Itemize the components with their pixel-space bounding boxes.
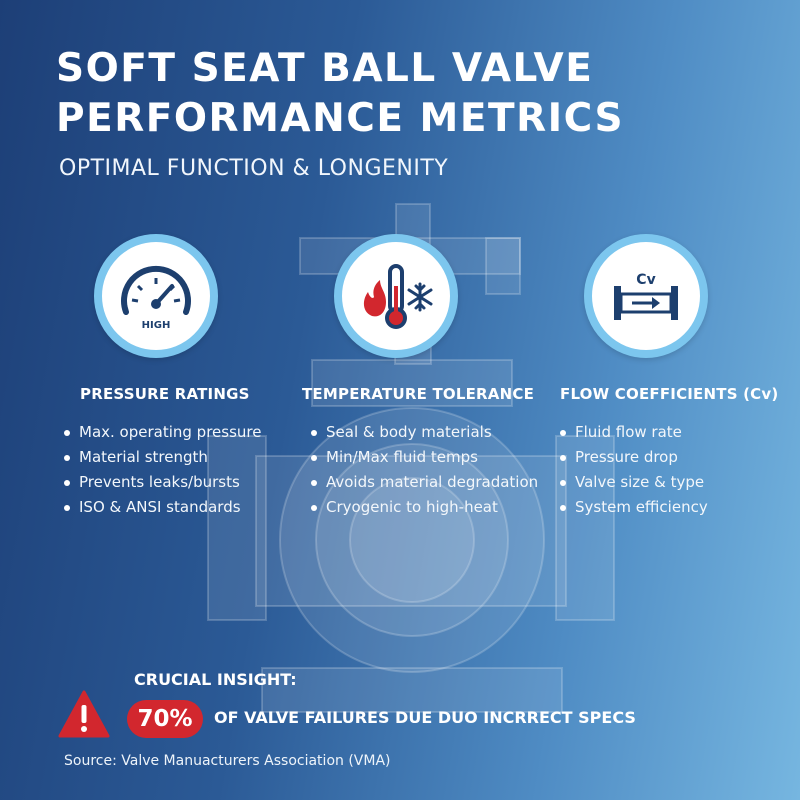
cv-label: Cv [636,272,655,288]
temperature-tolerance-heading: TEMPERATURE TOLERANCE [302,385,535,403]
flow-coefficient-pipe-icon: Cv [614,272,678,320]
crucial-insight-label: CRUCIAL INSIGHT: [134,670,297,689]
flow-icon-circle: Cv [584,234,708,358]
list-item: System efficiency [560,495,708,520]
gauge-label: HIGH [142,320,171,331]
warning-triangle-icon [58,690,110,738]
page-subtitle: OPTIMAL FUNCTION & LONGENITY [59,156,449,181]
source-citation: Source: Valve Manuacturers Association (… [64,753,391,769]
insight-statement: OF VALVE FAILURES DUE DUO INCRRECT SPECS [214,708,636,727]
flow-coefficients-heading: FLOW COEFFICIENTS (Cv) [560,385,779,403]
temperature-fire-snowflake-icon [363,264,433,329]
list-item: Max. operating pressure [64,420,261,445]
temperature-bullet-list: Seal & body materials Min/Max fluid temp… [311,420,538,520]
list-item: Material strength [64,445,261,470]
pressure-bullet-list: Max. operating pressure Material strengt… [64,420,261,520]
pressure-gauge-icon: HIGH [121,265,191,331]
page-title: SOFT SEAT BALL VALVE PERFORMANCE METRICS [56,44,776,144]
flow-arrow-icon [632,297,660,309]
failure-percentage-badge: 70% [127,700,203,738]
list-item: Prevents leaks/bursts [64,470,261,495]
title-line-2: PERFORMANCE METRICS [56,96,625,141]
list-item: Valve size & type [560,470,708,495]
list-item: ISO & ANSI standards [64,495,261,520]
list-item: Pressure drop [560,445,708,470]
pressure-ratings-heading: PRESSURE RATINGS [80,385,250,403]
list-item: Avoids material degradation [311,470,538,495]
list-item: Seal & body materials [311,420,538,445]
list-item: Min/Max fluid temps [311,445,538,470]
list-item: Fluid flow rate [560,420,708,445]
snowflake-icon [407,282,433,312]
pressure-icon-circle: HIGH [94,234,218,358]
title-line-1: SOFT SEAT BALL VALVE [56,46,594,91]
temperature-icon-circle [334,234,458,358]
flow-bullet-list: Fluid flow rate Pressure drop Valve size… [560,420,708,520]
list-item: Cryogenic to high-heat [311,495,538,520]
fire-icon [363,280,386,317]
